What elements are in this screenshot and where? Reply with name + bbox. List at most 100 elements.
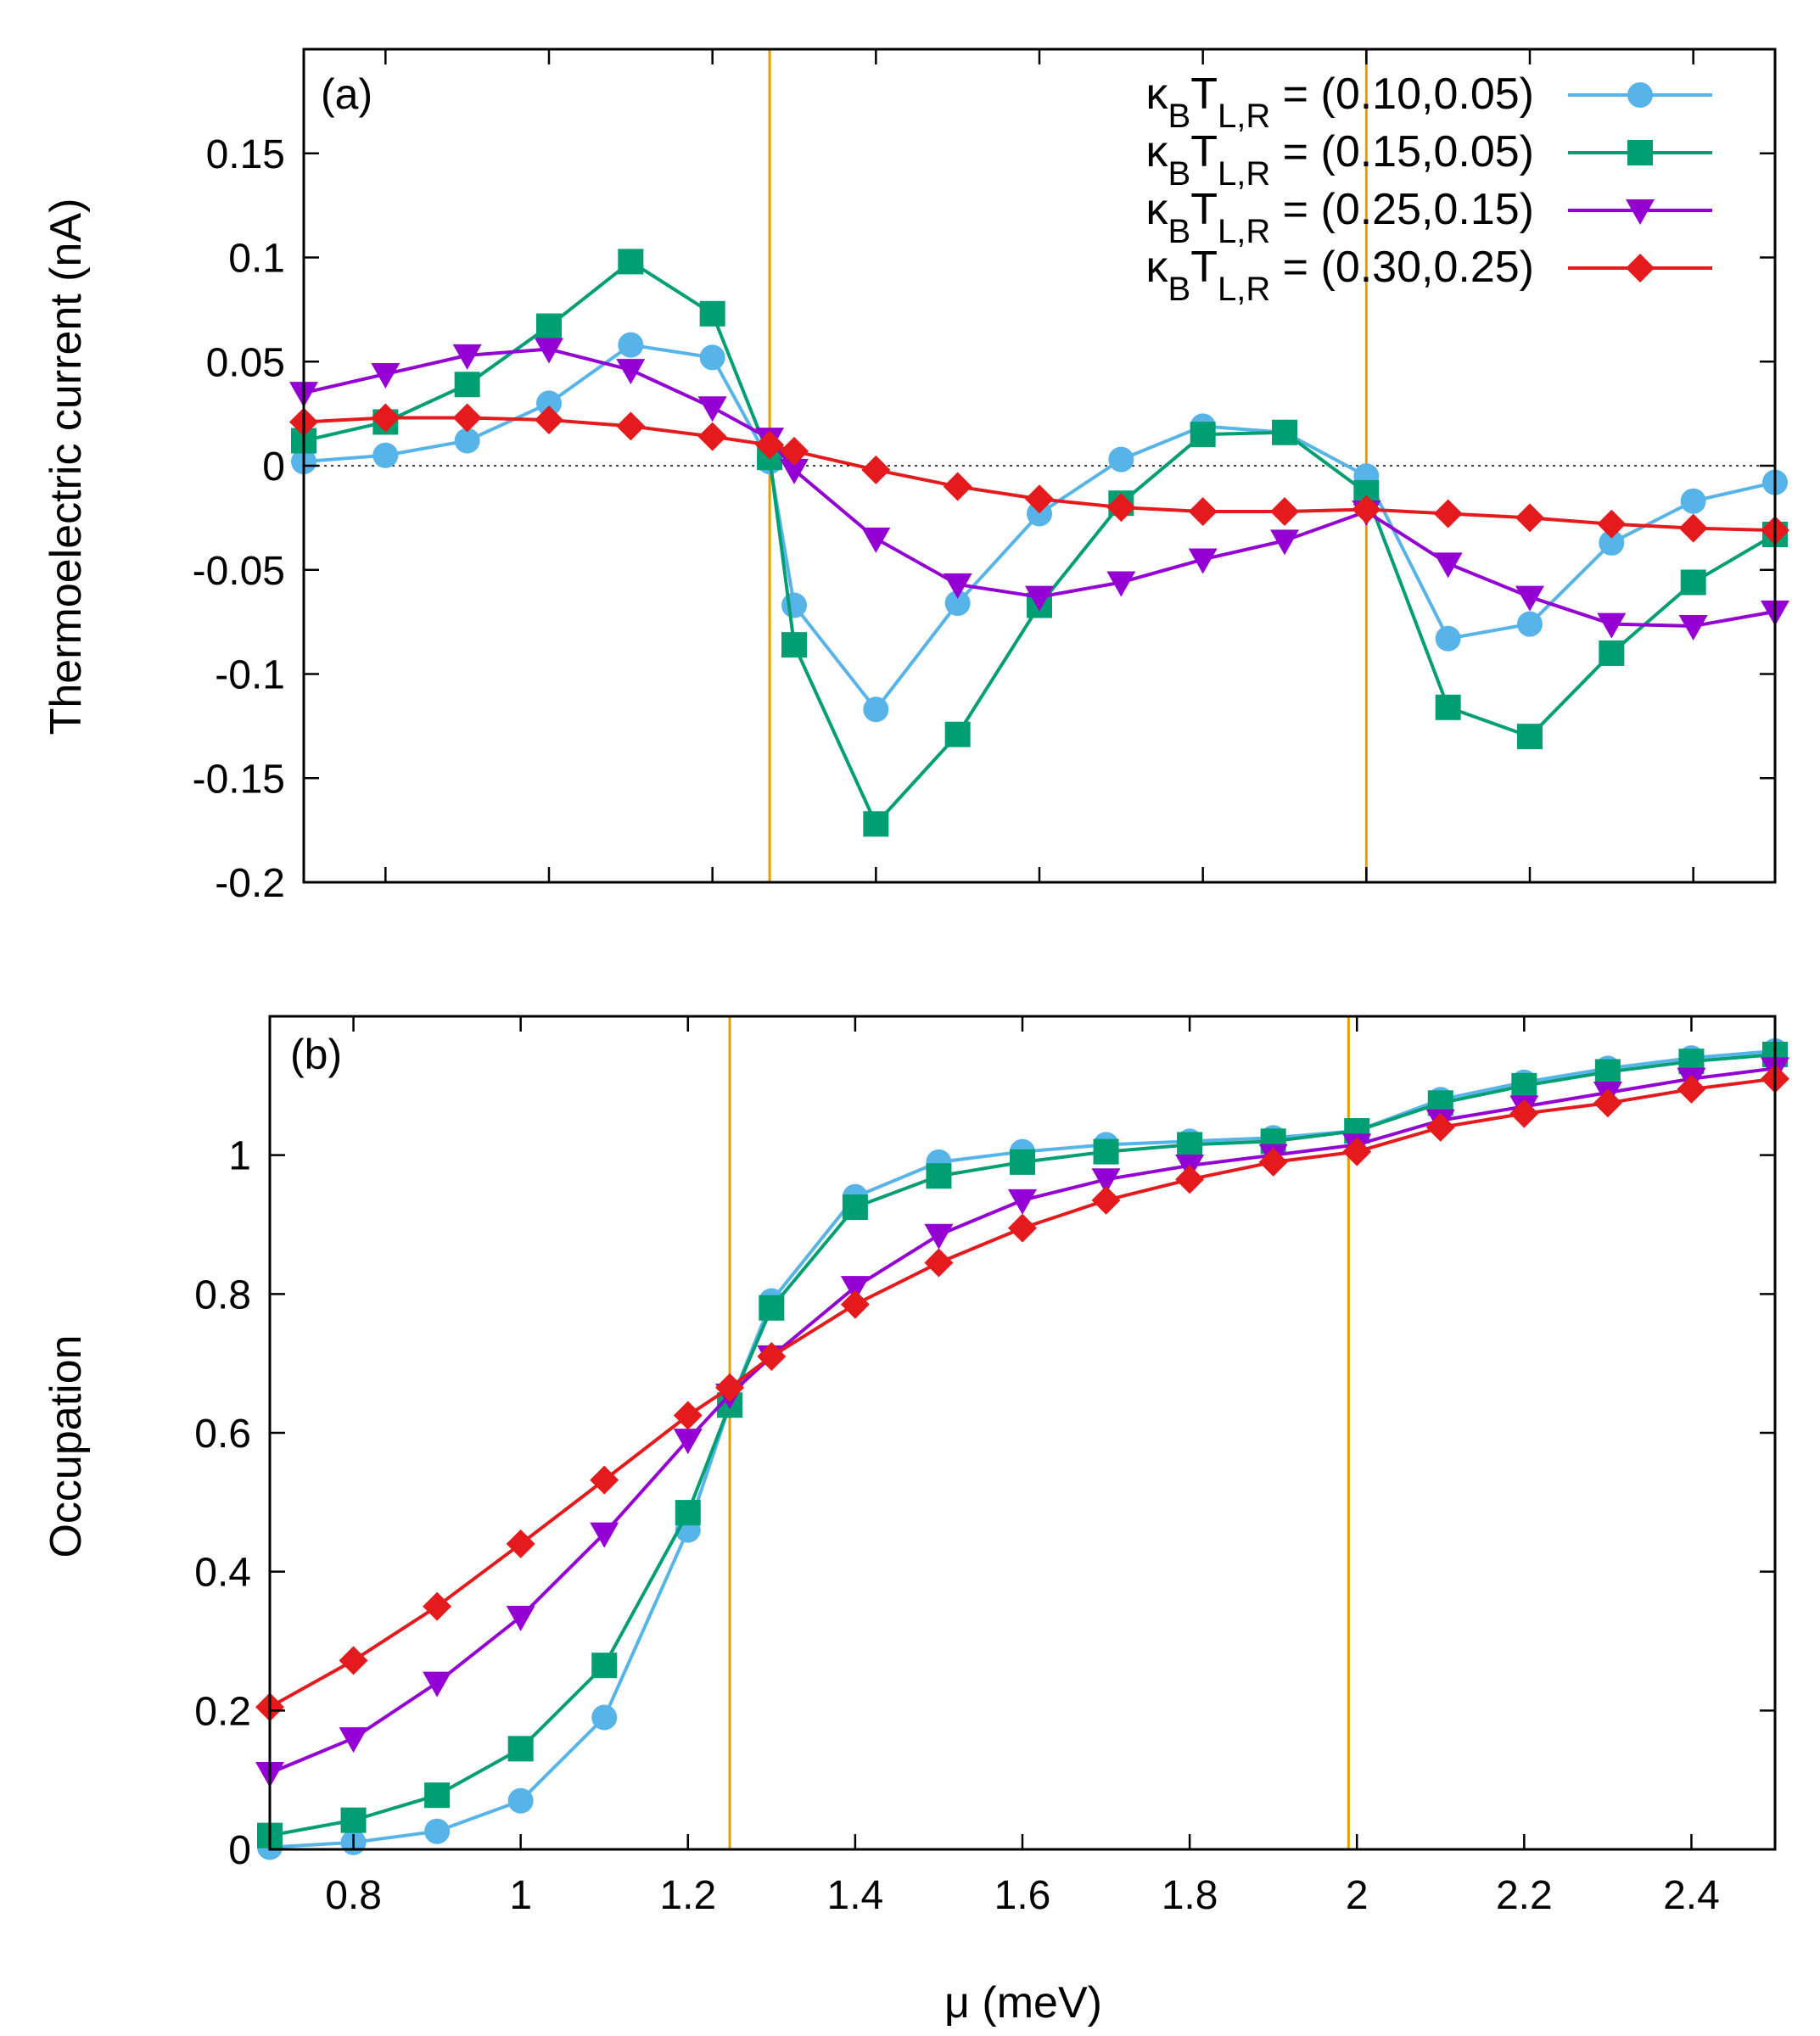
panel-a-series-1-point (1680, 488, 1706, 514)
panel-b-series-1-point (507, 1787, 534, 1814)
legend-entry-label: κBTL,R = (0.10,0.05) (1146, 70, 1534, 135)
panel-a-series-4-point (535, 405, 563, 434)
panel-b-y-tick-label: 0.4 (194, 1551, 251, 1596)
panel-b-series-1-point (424, 1818, 451, 1844)
panel-b-y-axis-title: Occupation (42, 1334, 91, 1558)
panel-b-series-4-point (673, 1401, 703, 1430)
panel-a-series-4-point (697, 422, 727, 451)
panel-b-x-tick-label: 1.4 (827, 1873, 884, 1918)
panel-a-y-tick-label: 0 (262, 445, 285, 489)
panel-b-series-3-point (423, 1671, 452, 1698)
panel-a-series-3-point (1433, 552, 1463, 579)
panel-a-series-1-point (1517, 611, 1543, 637)
panel-a-series-1-point (536, 390, 562, 417)
panel-a-series-3-point (943, 573, 972, 599)
panel-b-series-2-point (507, 1736, 534, 1762)
panel-a-series-1-point (863, 696, 889, 723)
panel-b-series-4-line (269, 1077, 1776, 1709)
panel-a-series-1-point (781, 592, 807, 618)
panel-a-label: (a) (321, 70, 372, 118)
panel-a-series-4-point (780, 436, 809, 466)
panel-b-series-4-point (1509, 1099, 1539, 1128)
panel-a-series-1-line (303, 343, 1776, 712)
panel-b-y-tick-label: 0.2 (194, 1689, 251, 1734)
panel-a-series-3-point (1678, 615, 1708, 641)
panel-a-series-4-point (1188, 497, 1218, 527)
panel-a-series-2-point (1435, 694, 1461, 720)
panel-a-series-3-point (616, 359, 646, 385)
panel-a-series-1-point (944, 590, 971, 617)
panel-b-x-axis-title: μ (meV) (944, 1978, 1102, 2028)
panel-b-y-tick-label: 0 (228, 1828, 251, 1873)
panel-a-series-1-point (1435, 625, 1461, 652)
panel-b-x-tick-label: 2.4 (1663, 1873, 1720, 1918)
panel-a-series-2-point (1517, 724, 1543, 750)
panel-a-series-2-point (1680, 569, 1706, 596)
legend-entry-marker (1627, 82, 1653, 108)
panel-b-series-3-point (840, 1276, 870, 1302)
panel-a-y-tick-label: -0.15 (193, 757, 285, 802)
panel-b-occupation: 0 0.2 0.4 0.6 0.8 1 0.8 1 1.2 1.4 1.6 1.8 2 2.2 2.4 (b… (42, 1015, 1789, 2028)
panel-a-series-2-line (303, 260, 1777, 826)
panel-b-series-4-point (924, 1248, 954, 1278)
panel-b-series-2-point (926, 1163, 952, 1189)
panel-a-y-tick-label: -0.05 (193, 549, 285, 594)
panel-a-series-4-point (1433, 499, 1463, 529)
panel-b-series-2-point (1093, 1138, 1119, 1165)
panel-b-x-tick-label: 2 (1346, 1873, 1369, 1918)
panel-b-series-3-point (673, 1429, 703, 1455)
panel-b-x-tick-label: 1 (509, 1873, 532, 1918)
panel-b-x-tick-label: 1.6 (994, 1873, 1051, 1918)
panel-b-series-3-point (1008, 1189, 1037, 1215)
panel-a-series-2 (291, 249, 1788, 837)
panel-b-label: (b) (290, 1031, 342, 1078)
panel-a-series-4-point (755, 430, 785, 460)
panel-b-series-3-line (269, 1066, 1776, 1775)
panel-a-series-2-point (1272, 419, 1297, 445)
panel-a-series-2-point (1190, 422, 1216, 448)
panel-a-series-3-point (452, 344, 482, 370)
panel-a-series-3-point (1106, 571, 1136, 597)
panel-a-series-3-point (1270, 529, 1299, 556)
legend-entry-marker (1627, 140, 1653, 165)
panel-a-series-1-point (699, 344, 725, 371)
panel-a-series-1-point (1599, 529, 1625, 556)
panel-a-series-4-point (452, 403, 482, 433)
panel-b-series-4-point (1008, 1213, 1037, 1243)
panel-b-series-3-point (506, 1605, 535, 1631)
panel-b-series-4-point (715, 1373, 745, 1402)
panel-b-series-4-point (1091, 1185, 1121, 1215)
panel-a-series-3-line (303, 347, 1776, 629)
panel-a-thermoelectric-current: -0.2 -0.15 -0.1 -0.05 0 0.05 0.1 0.15 (a) Therm… (42, 48, 1789, 906)
panel-b-series-2-line (269, 1053, 1776, 1837)
panel-b-y-tick-label: 1 (228, 1134, 251, 1179)
panel-b-y-tick-label: 0.6 (194, 1412, 251, 1457)
panel-a-legend: κBTL,R = (0.10,0.05)κBTL,R = (0.15,0.05)… (1146, 70, 1712, 308)
panel-a-y-tick-label: 0.05 (206, 340, 285, 385)
panel-b-series-2-point (1511, 1072, 1537, 1099)
panel-b-series-4-point (757, 1341, 787, 1371)
panel-b-series-4 (255, 1064, 1789, 1722)
panel-b-series-3-point (590, 1522, 619, 1548)
panel-b-series-4-point (1258, 1147, 1288, 1177)
panel-b-series-4-point (1342, 1137, 1372, 1166)
panel-a-series-2-point (781, 632, 807, 658)
panel-b-series-4-point (506, 1529, 535, 1558)
panel-a-series-4-point (1352, 495, 1381, 524)
panel-a-series-3-point (1025, 585, 1054, 612)
panel-a-y-tick-label: -0.2 (215, 861, 285, 906)
panel-a-series-2-point (618, 249, 644, 275)
panel-b-series-4-point (1677, 1074, 1706, 1104)
panel-a-series-2-point (536, 313, 562, 339)
panel-a-series-3-point (1188, 548, 1218, 574)
panel-a-series-3-point (861, 527, 891, 553)
panel-b-series-4-point (1175, 1165, 1205, 1194)
legend-entry-label: κBTL,R = (0.30,0.25) (1146, 243, 1534, 308)
panel-b-x-tick-label: 2.2 (1496, 1873, 1553, 1918)
panel-b-series-2-point (1010, 1149, 1035, 1175)
panel-a-series-4-point (1106, 493, 1136, 523)
panel-b-series-2-point (424, 1782, 451, 1809)
panel-b-series-2-point (591, 1653, 618, 1679)
panel-a-series-3-point (1597, 612, 1627, 639)
